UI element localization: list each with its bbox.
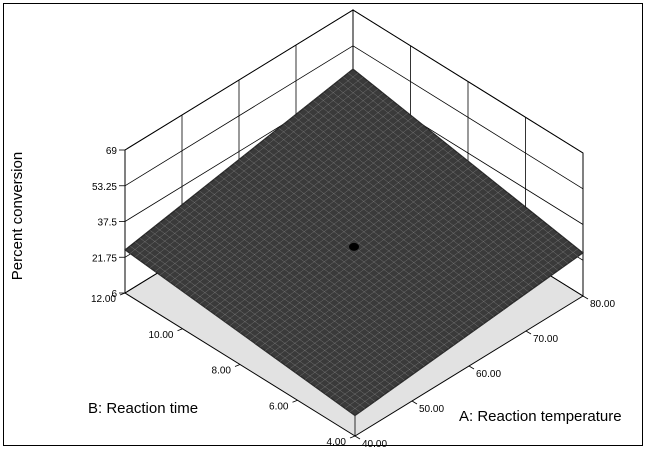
surface-mesh-line xyxy=(333,84,564,268)
surface-mesh-line xyxy=(209,136,439,312)
surface-mesh-line xyxy=(338,80,569,264)
x-tick-label: 40.00 xyxy=(362,439,387,447)
x-tick-label: 50.00 xyxy=(419,404,444,415)
surface-mesh-line xyxy=(144,84,374,265)
surface-mesh-line xyxy=(219,144,449,319)
surface-mesh-line xyxy=(303,108,534,289)
surface-mesh-line xyxy=(273,131,504,310)
y-tick-label: 8.00 xyxy=(212,366,232,377)
surface-mesh-line xyxy=(283,123,514,303)
surface-mesh-line xyxy=(224,148,454,323)
z-tick-label: 21.75 xyxy=(92,253,117,264)
surface-mesh-line xyxy=(234,156,464,330)
z-tick-label: 37.5 xyxy=(98,218,118,229)
surface-mesh-line xyxy=(258,143,489,321)
surface-mesh-line xyxy=(149,88,379,269)
x-tick-mark xyxy=(468,365,475,370)
surface-mesh-line xyxy=(323,92,554,275)
surface-mesh-line xyxy=(253,147,484,324)
y-tick-label: 12.00 xyxy=(91,294,116,305)
surface-mesh-line xyxy=(347,72,579,257)
y-tick-mark xyxy=(177,328,183,332)
surface-mesh-line xyxy=(328,88,559,271)
surface-mesh-line xyxy=(248,151,480,328)
x-tick-mark xyxy=(411,400,418,405)
x-tick-label: 80.00 xyxy=(590,299,615,310)
surface-mesh-line xyxy=(184,116,414,294)
response-surface-chart: 6 21.75 37.5 53.25 69 4.00 6.00 8.00 10.00 12.00 4… xyxy=(9,9,622,447)
surface-mesh-line xyxy=(174,108,404,287)
surface-mesh-line xyxy=(134,76,364,258)
y-tick-label: 10.00 xyxy=(148,330,173,341)
surface-mesh-line xyxy=(214,140,444,315)
surface-mesh-line xyxy=(204,132,434,308)
surface-mesh-line xyxy=(288,119,519,299)
x-axis-label: A: Reaction temperature xyxy=(459,408,622,425)
y-tick-label: 6.00 xyxy=(269,401,289,412)
label-layer: Percent conversion B: Reaction time A: R… xyxy=(9,152,622,425)
x-tick-mark xyxy=(525,330,532,335)
chart-frame: 6 21.75 37.5 53.25 69 4.00 6.00 8.00 10.00 12.00 4… xyxy=(3,3,643,447)
x-tick-label: 60.00 xyxy=(476,369,501,380)
surface-mesh-line xyxy=(298,112,529,292)
surface-mesh-line xyxy=(313,100,544,282)
z-axis-label: Percent conversion xyxy=(9,152,26,280)
y-tick-mark xyxy=(349,435,356,439)
y-axis-label: B: Reaction time xyxy=(88,400,198,417)
surface-mesh-line xyxy=(169,104,399,283)
surface-mesh-line xyxy=(179,112,409,290)
surface-mesh-line xyxy=(278,127,509,307)
x-axis-line xyxy=(354,295,584,437)
wall-grid-h xyxy=(124,45,584,190)
surface-mesh-line xyxy=(229,152,459,326)
y-tick-label: 4.00 xyxy=(327,437,347,447)
surface-mesh-line xyxy=(189,120,419,297)
z-tick-label: 69 xyxy=(106,146,118,157)
y-axis-line xyxy=(124,292,356,437)
surface-mesh-line xyxy=(268,135,499,314)
surface-mesh-line xyxy=(352,68,584,254)
surface-layer xyxy=(124,68,584,417)
y-tick-mark xyxy=(292,399,298,403)
surface-mesh-line xyxy=(318,96,549,278)
surface-mesh-line xyxy=(124,68,354,251)
surface-mesh-line xyxy=(154,92,384,272)
axis-layer: 6 21.75 37.5 53.25 69 4.00 6.00 8.00 10.00 12.00 4… xyxy=(91,146,615,447)
x-tick-label: 70.00 xyxy=(533,334,558,345)
surface-mesh-line xyxy=(342,76,574,261)
surface-mesh-line xyxy=(129,72,359,254)
y-tick-mark xyxy=(234,364,241,367)
surface-mesh-line xyxy=(263,139,494,317)
x-tick-mark xyxy=(354,435,361,440)
surface-mesh-line xyxy=(243,155,475,331)
surface-mesh-line xyxy=(308,104,539,285)
wall-grid-h xyxy=(124,9,584,154)
surface-mesh-line xyxy=(293,116,524,296)
surface-mesh-line xyxy=(164,100,394,279)
surface-mesh-line xyxy=(159,96,389,276)
x-tick-mark xyxy=(582,295,589,300)
center-design-point xyxy=(349,242,359,251)
y-tick-mark xyxy=(119,292,126,296)
z-tick-label: 6 xyxy=(111,289,117,300)
surface-mesh-line xyxy=(194,124,424,301)
surface-mesh-line xyxy=(199,128,429,305)
surface-mesh-line xyxy=(139,80,369,261)
z-tick-label: 53.25 xyxy=(92,182,117,193)
